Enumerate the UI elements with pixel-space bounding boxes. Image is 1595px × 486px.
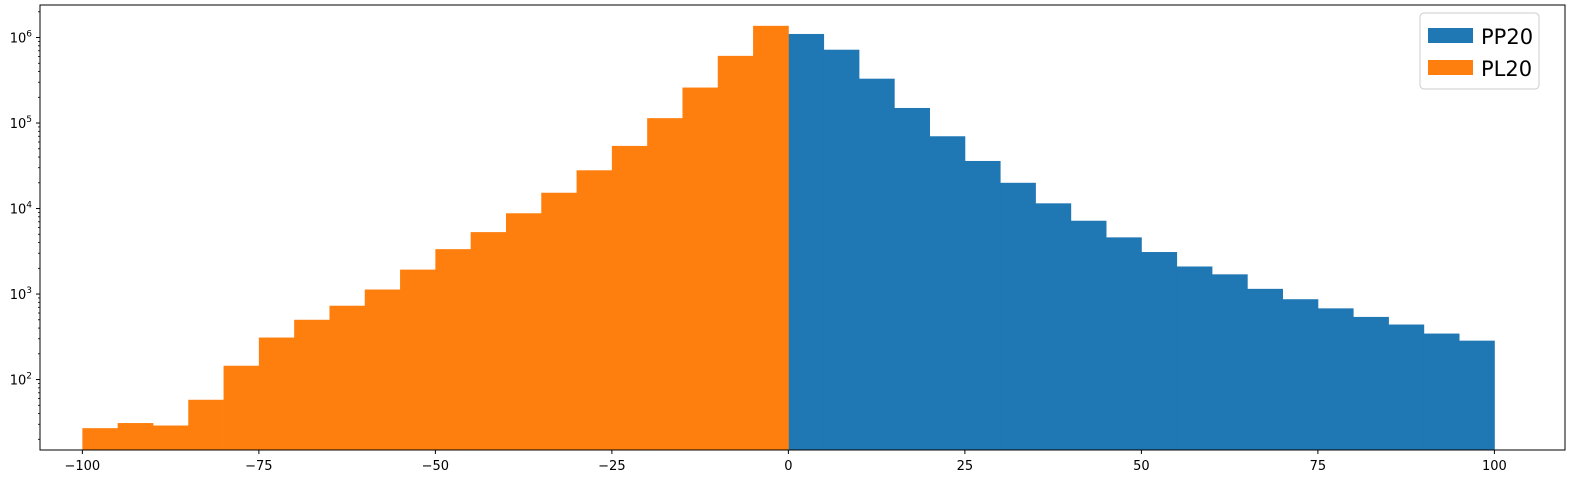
y-tick-label-1: 103 <box>10 286 32 303</box>
bar-pp20-9 <box>1106 237 1142 450</box>
legend: PP20 PL20 <box>1419 12 1540 90</box>
bar-pp20-2 <box>858 78 895 451</box>
bar-pp20-10 <box>1141 252 1178 450</box>
legend-label-pp20: PP20 <box>1481 25 1533 49</box>
bar-pp20-18 <box>1423 333 1460 450</box>
bar-pp20-6 <box>1000 182 1036 451</box>
bar-pl20-16 <box>647 118 683 450</box>
bar-pp20-16 <box>1353 316 1389 450</box>
bar-pp20-8 <box>1070 220 1107 450</box>
bar-pp20-15 <box>1317 308 1354 450</box>
bar-pl20-12 <box>505 213 542 450</box>
bar-pp20-5 <box>964 160 1001 450</box>
bar-pl20-5 <box>258 337 295 450</box>
y-axis-ticks: 102 103 104 105 106 <box>10 11 40 440</box>
x-tick-label-4: 0 <box>784 459 792 474</box>
bars-layer <box>82 25 1495 451</box>
y-tick-label-3: 105 <box>10 115 32 132</box>
x-tick-label-5: 25 <box>957 459 974 474</box>
bar-pl20-7 <box>329 305 366 450</box>
bar-pl20-14 <box>576 170 613 451</box>
bar-pl20-6 <box>294 319 330 450</box>
bar-pp20-19 <box>1459 340 1495 450</box>
bar-pl20-8 <box>364 289 401 450</box>
legend-swatch-pl20 <box>1428 60 1473 75</box>
y-tick-label-4: 106 <box>10 30 33 47</box>
bar-pp20-17 <box>1388 324 1425 450</box>
bar-pl20-0 <box>82 428 119 450</box>
bar-pl20-19 <box>753 25 789 451</box>
x-tick-label-8: 100 <box>1482 459 1507 474</box>
x-tick-label-2: −50 <box>422 459 449 474</box>
bar-pp20-3 <box>894 107 930 450</box>
bar-pp20-0 <box>788 33 825 450</box>
bar-pp20-4 <box>929 136 966 450</box>
bar-pl20-13 <box>541 192 577 450</box>
bar-pp20-11 <box>1176 266 1213 450</box>
x-axis-ticks: −100 −75 −50 −25 0 25 50 75 100 <box>65 450 1507 474</box>
y-tick-label-2: 104 <box>10 201 33 218</box>
bar-pp20-14 <box>1282 299 1319 450</box>
bar-pl20-11 <box>470 232 507 450</box>
x-tick-label-6: 50 <box>1133 459 1150 474</box>
bar-pl20-18 <box>717 55 754 450</box>
bar-pl20-4 <box>223 365 260 450</box>
bar-pp20-12 <box>1211 274 1248 450</box>
bar-pl20-1 <box>117 423 154 450</box>
bar-pp20-7 <box>1035 203 1072 450</box>
legend-swatch-pp20 <box>1428 28 1473 43</box>
x-tick-label-0: −100 <box>65 459 101 474</box>
bar-pl20-17 <box>682 87 719 451</box>
bar-pl20-15 <box>611 145 648 451</box>
legend-label-pl20: PL20 <box>1481 57 1532 81</box>
x-tick-label-1: −75 <box>245 459 272 474</box>
bar-pp20-1 <box>823 49 860 450</box>
bar-pl20-2 <box>152 425 189 450</box>
bar-pp20-13 <box>1247 288 1283 450</box>
x-tick-label-3: −25 <box>598 459 625 474</box>
bar-pl20-3 <box>188 399 224 450</box>
x-tick-label-7: 75 <box>1310 459 1327 474</box>
bar-pl20-9 <box>400 269 436 450</box>
bar-pl20-10 <box>435 249 472 450</box>
y-tick-label-0: 102 <box>10 372 32 389</box>
